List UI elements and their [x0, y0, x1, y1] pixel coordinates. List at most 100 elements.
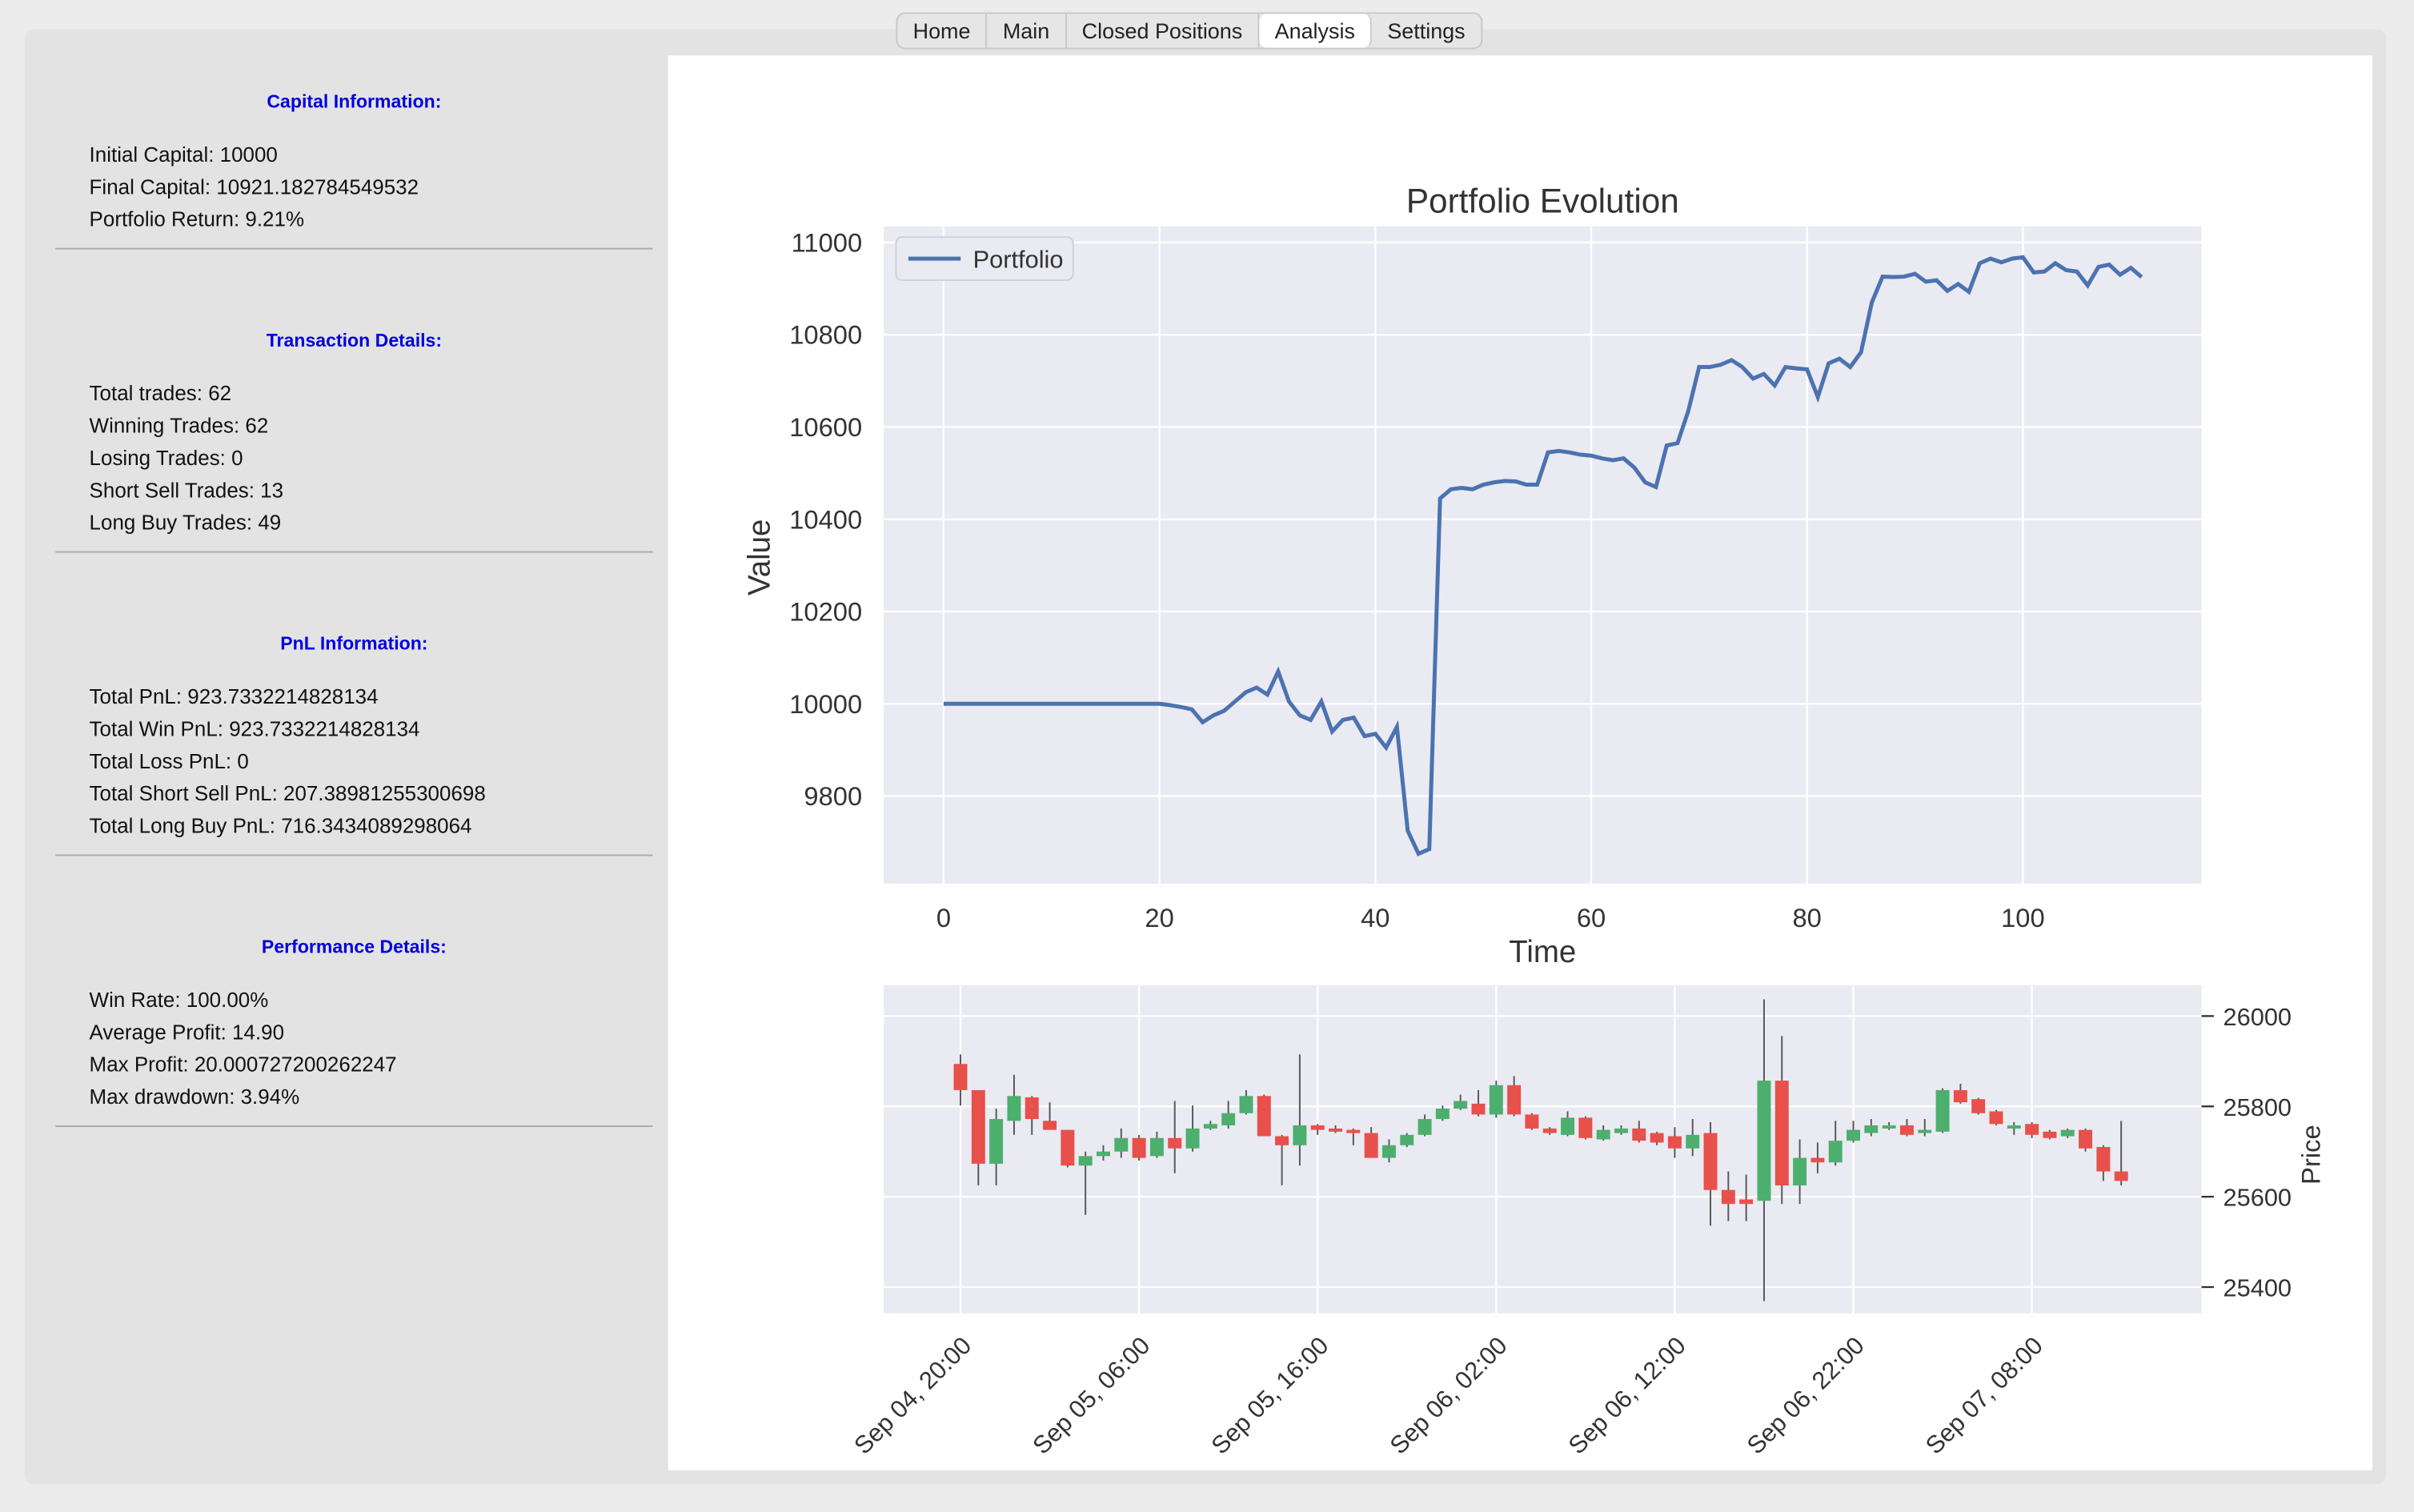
candle-body: [1061, 1129, 1075, 1166]
candle-body: [1864, 1125, 1879, 1133]
chart-title: Portfolio Evolution: [1406, 182, 1679, 219]
candle-body: [1097, 1151, 1110, 1157]
info-line: Long Buy Trades: 49: [89, 511, 282, 535]
section-title: Performance Details:: [261, 936, 447, 958]
tab[interactable]: Main: [988, 14, 1067, 48]
candle-body: [1721, 1189, 1735, 1205]
candle-body: [1828, 1141, 1843, 1163]
candle-body: [1632, 1128, 1646, 1141]
candle-body: [1239, 1096, 1253, 1113]
info-line: Final Capital: 10921.182784549532: [89, 175, 419, 199]
candle-body: [2043, 1131, 2057, 1138]
candle-body: [1381, 1145, 1396, 1158]
tab[interactable]: Settings: [1387, 18, 1466, 43]
candle-body: [2114, 1171, 2128, 1181]
tab[interactable]: Home: [897, 14, 988, 48]
y-tick-label: 10400: [789, 504, 862, 534]
tab[interactable]: Analysis: [1259, 14, 1373, 48]
info-line: Total Long Buy PnL: 716.3434089298064: [89, 814, 472, 838]
info-line: Total trades: 62: [89, 382, 232, 405]
candle-body: [1400, 1134, 1414, 1145]
info-line: Average Profit: 14.90: [89, 1021, 285, 1045]
x-tick-label: Sep 05, 16:00: [1205, 1331, 1333, 1459]
candle-body: [1953, 1089, 1967, 1103]
y-tick-label: 10200: [789, 597, 862, 627]
candle-body: [2007, 1125, 2021, 1129]
y-tick-label: 26000: [2223, 1003, 2292, 1031]
candle-body: [1203, 1124, 1217, 1129]
x-tick-label: 40: [1361, 903, 1389, 932]
x-tick-label: Sep 06, 12:00: [1563, 1331, 1691, 1459]
x-tick-label: 0: [936, 903, 951, 932]
separator: [55, 551, 653, 553]
info-section: PnL Information: Total PnL: 923.733221482…: [55, 633, 653, 856]
candle-body: [1971, 1099, 1986, 1113]
candle-body: [1168, 1137, 1182, 1149]
candle-body: [1454, 1101, 1468, 1109]
candle-body: [1471, 1103, 1486, 1115]
info-section: Transaction Details: Total trades: 62 Winn…: [55, 330, 653, 553]
candle-body: [1614, 1128, 1628, 1133]
candle-body: [1078, 1156, 1093, 1166]
y-axis-label: Price: [2296, 1125, 2326, 1184]
candle-body: [1364, 1133, 1378, 1158]
info-line: Total Short Sell PnL: 207.38981255300698: [89, 782, 486, 805]
candle-body: [1293, 1125, 1307, 1145]
candle-body: [1525, 1114, 1539, 1129]
y-tick-label: 10000: [789, 689, 862, 719]
x-tick-label: Sep 05, 06:00: [1027, 1331, 1155, 1459]
info-section: Performance Details: Win Rate: 100.00% Ave…: [55, 936, 653, 1127]
candle-body: [1739, 1199, 1754, 1205]
candle-body: [2025, 1124, 2039, 1135]
candle-body: [971, 1089, 985, 1164]
section-title: Capital Information:: [267, 90, 442, 113]
candle-body: [1007, 1096, 1021, 1121]
info-line: Win Rate: 100.00%: [89, 988, 269, 1012]
candle-body: [1774, 1081, 1789, 1186]
x-tick-label: Sep 06, 02:00: [1384, 1331, 1512, 1459]
candle-body: [1149, 1137, 1164, 1157]
candle-body: [1418, 1119, 1432, 1135]
candle-body: [1257, 1096, 1271, 1137]
candle-body: [1757, 1081, 1771, 1201]
line: [943, 255, 2143, 856]
candle-body: [989, 1119, 1004, 1164]
candle-body: [1185, 1128, 1200, 1149]
candle-body: [1346, 1129, 1361, 1133]
candle-body: [1703, 1133, 1718, 1190]
y-tick-label: 25800: [2223, 1093, 2292, 1121]
candle-body: [1596, 1129, 1610, 1140]
y-tick-label: 10600: [789, 412, 862, 442]
candle-body: [1132, 1137, 1146, 1158]
info-line: Total Loss PnL: 0: [89, 749, 249, 773]
candle-body: [1221, 1113, 1236, 1125]
x-tick-label: Sep 04, 20:00: [848, 1331, 976, 1459]
info-section: Capital Information: Initial Capital: 100…: [55, 90, 653, 250]
candle-body: [1275, 1136, 1289, 1145]
x-tick-label: 100: [2001, 903, 2045, 932]
separator: [55, 1125, 653, 1127]
tab[interactable]: Closed Positions: [1066, 14, 1260, 48]
info-line: Losing Trades: 0: [89, 446, 243, 470]
tab-bar: Home Main Closed Positions Analysis Settings: [896, 12, 1482, 50]
candle-body: [1847, 1129, 1860, 1141]
plot-background: [884, 985, 2202, 1313]
info-line: Winning Trades: 62: [89, 414, 269, 438]
x-axis-label: Time: [1509, 935, 1576, 969]
info-line: Initial Capital: 10000: [89, 142, 278, 166]
candle-body: [1542, 1128, 1557, 1133]
info-line: Max drawdown: 3.94%: [89, 1085, 300, 1109]
info-line: Portfolio Return: 9.21%: [89, 207, 305, 231]
legend-label: Portfolio: [973, 246, 1064, 274]
separator: [55, 247, 653, 250]
candle-body: [1043, 1121, 1057, 1130]
x-tick-label: 20: [1145, 903, 1173, 932]
separator: [55, 854, 653, 856]
candle-body: [2079, 1129, 2093, 1149]
info-line: Short Sell Trades: 13: [89, 479, 284, 503]
candle-body: [1686, 1134, 1700, 1149]
y-tick-label: 25400: [2223, 1274, 2292, 1302]
